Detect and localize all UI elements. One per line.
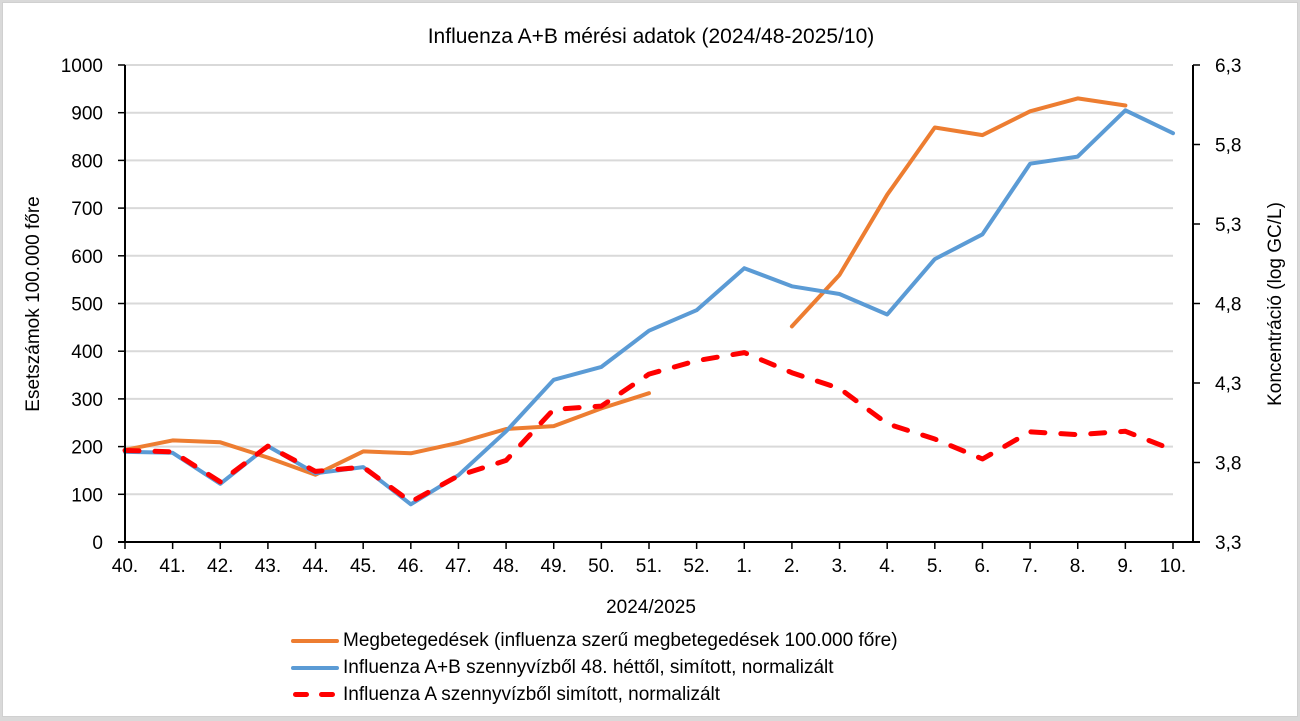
x-tick-label: 7. [1022, 556, 1038, 577]
x-tick-label: 8. [1070, 556, 1086, 577]
series-line-2-segment-0 [125, 353, 1173, 502]
chart-title: Influenza A+B mérési adatok (2024/48-202… [428, 25, 875, 48]
x-tick-label: 10. [1160, 556, 1186, 577]
legend-label: Megbetegedések (influenza szerű megbeteg… [343, 630, 898, 652]
gridlines [125, 65, 1173, 494]
series-line-1-segment-0 [125, 110, 1173, 504]
series-line-0-segment-1 [792, 98, 1126, 326]
x-tick-label: 44. [302, 556, 328, 577]
legend-label: Influenza A szennyvízből simított, norma… [343, 684, 720, 706]
x-tick-label: 3. [832, 556, 848, 577]
x-tick-label: 9. [1117, 556, 1133, 577]
line-chart: Influenza A+B mérési adatok (2024/48-202… [3, 3, 1297, 716]
y-tick-label: 200 [71, 438, 103, 459]
x-tick-label: 46. [398, 556, 424, 577]
series-line-0-segment-0 [125, 393, 649, 475]
x-tick-label: 51. [636, 556, 662, 577]
x-tick-label: 40. [112, 556, 138, 577]
x-tick-label: 5. [927, 556, 943, 577]
series-layer [125, 98, 1173, 504]
y2-tick-label: 3,3 [1215, 533, 1241, 554]
legend-item-influenza-a: Influenza A szennyvízből simított, norma… [291, 681, 898, 708]
y-tick-label: 600 [71, 247, 103, 268]
y2-tick-label: 4,8 [1215, 295, 1241, 316]
y2-tick-label: 4,3 [1215, 374, 1241, 395]
legend-swatch-orange [291, 631, 339, 651]
legend-item-megbetegedesek: Megbetegedések (influenza szerű megbeteg… [291, 627, 898, 654]
x-tick-label: 2. [784, 556, 800, 577]
x-tick-label: 43. [255, 556, 281, 577]
legend: Megbetegedések (influenza szerű megbeteg… [291, 627, 898, 708]
legend-swatch-blue [291, 658, 339, 678]
y-tick-label: 100 [71, 485, 103, 506]
y-tick-label: 900 [71, 104, 103, 125]
legend-label: Influenza A+B szennyvízből 48. héttől, s… [343, 657, 834, 679]
x-tick-label: 49. [541, 556, 567, 577]
y-tick-label: 300 [71, 390, 103, 411]
y-tick-label: 400 [71, 342, 103, 363]
y-tick-label: 500 [71, 295, 103, 316]
legend-swatch-red-dashed [291, 685, 339, 705]
x-tick-label: 42. [207, 556, 233, 577]
y-tick-label: 800 [71, 151, 103, 172]
x-tick-label: 52. [683, 556, 709, 577]
y2-axis-title: Koncentráció (log GC/L) [1265, 202, 1286, 406]
axes: 0 100 200 300 400 500 600 700 800 900 1000 3,3 3,8 4,… [61, 56, 1242, 577]
y-tick-label: 0 [92, 533, 103, 554]
y2-tick-label: 3,8 [1215, 454, 1241, 475]
y2-tick-label: 5,3 [1215, 215, 1241, 236]
x-tick-label: 45. [350, 556, 376, 577]
x-tick-label: 41. [159, 556, 185, 577]
y-axis-title: Esetszámok 100.000 főre [23, 196, 44, 411]
x-tick-label: 47. [445, 556, 471, 577]
y-tick-label: 700 [71, 199, 103, 220]
x-axis-title: 2024/2025 [606, 597, 696, 618]
legend-item-influenza-ab: Influenza A+B szennyvízből 48. héttől, s… [291, 654, 898, 681]
x-tick-label: 4. [879, 556, 895, 577]
x-tick-label: 6. [975, 556, 991, 577]
x-tick-label: 50. [588, 556, 614, 577]
y-tick-label: 1000 [61, 56, 103, 77]
x-tick-label: 1. [736, 556, 752, 577]
y2-tick-label: 6,3 [1215, 56, 1241, 77]
y2-tick-label: 5,8 [1215, 136, 1241, 157]
x-tick-label: 48. [493, 556, 519, 577]
